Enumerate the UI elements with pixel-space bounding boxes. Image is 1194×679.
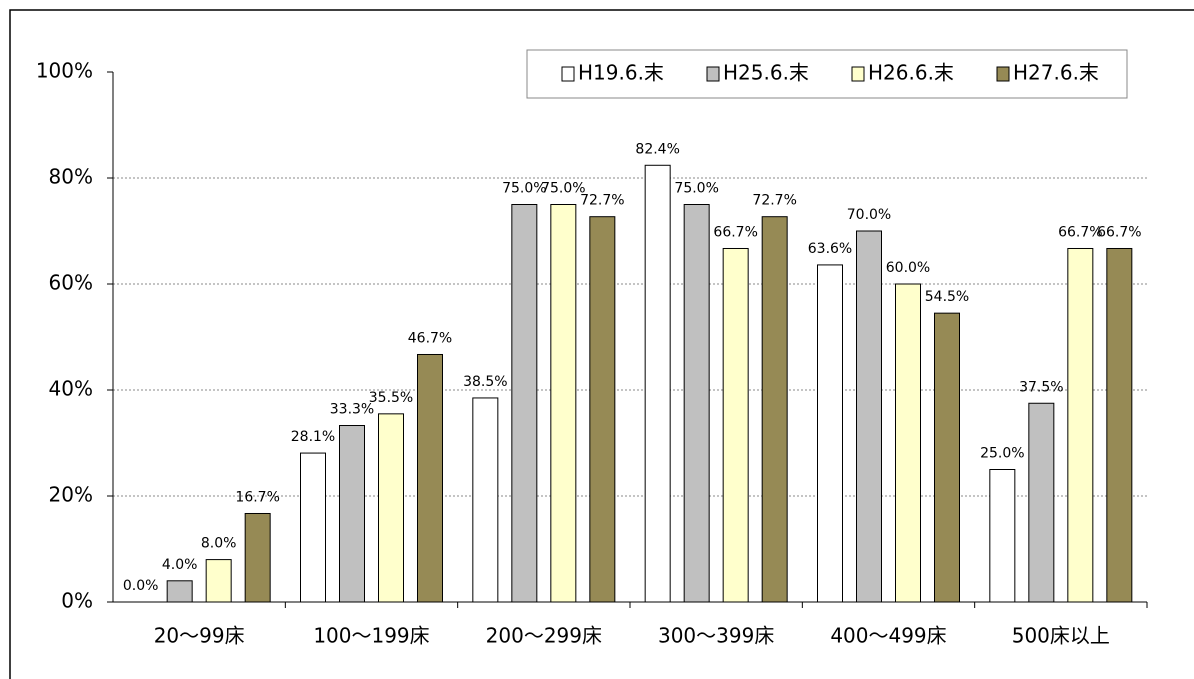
bar <box>644 164 671 603</box>
x-tick-label: 100〜199床 <box>313 624 429 648</box>
bar <box>683 204 710 603</box>
value-label: 54.5% <box>925 289 969 305</box>
value-label: 4.0% <box>162 557 198 573</box>
value-label: 16.7% <box>235 489 279 505</box>
bar <box>1028 402 1055 603</box>
value-label: 66.7% <box>713 224 757 240</box>
value-label: 46.7% <box>408 330 452 346</box>
value-label: 37.5% <box>1019 379 1063 395</box>
value-label: 66.7% <box>1097 224 1141 240</box>
x-tick-label: 200〜299床 <box>486 624 602 648</box>
legend-label: H27.6.末 <box>1013 61 1099 85</box>
legend-swatch <box>996 66 1010 82</box>
bar <box>856 230 882 603</box>
bar <box>550 204 577 603</box>
y-tick-label: 60% <box>49 271 93 295</box>
legend-swatch <box>851 66 865 82</box>
value-label: 70.0% <box>847 207 891 223</box>
value-label: 33.3% <box>330 402 374 418</box>
legend-box <box>526 49 1128 99</box>
bar <box>1106 247 1133 603</box>
bar <box>989 469 1016 603</box>
bar <box>339 425 365 603</box>
value-label: 66.7% <box>1058 224 1102 240</box>
x-tick-label: 500床以上 <box>1012 624 1110 648</box>
value-label: 38.5% <box>463 374 507 390</box>
value-label: 75.0% <box>674 181 718 197</box>
bar <box>300 452 326 603</box>
value-label: 72.7% <box>580 193 624 209</box>
y-tick-label: 40% <box>49 377 93 401</box>
value-label: 72.7% <box>752 193 796 209</box>
bar <box>417 353 443 603</box>
value-label: 75.0% <box>541 181 585 197</box>
legend-swatch <box>706 66 720 82</box>
bar <box>378 413 404 603</box>
value-label: 0.0% <box>123 578 159 594</box>
legend-label: H25.6.末 <box>723 61 809 85</box>
bar <box>511 204 538 603</box>
bar <box>166 580 193 603</box>
y-tick-label: 80% <box>49 165 93 189</box>
bar <box>244 512 271 603</box>
legend-label: H19.6.末 <box>578 61 664 85</box>
bar <box>472 397 499 603</box>
bar <box>722 247 749 603</box>
legend-swatch <box>561 66 575 82</box>
y-tick-label: 0% <box>61 589 93 613</box>
bar <box>817 264 843 603</box>
value-label: 8.0% <box>201 536 237 552</box>
bar <box>1067 247 1094 603</box>
bar <box>205 559 232 603</box>
bar <box>761 216 788 603</box>
legend-label: H26.6.末 <box>868 61 954 85</box>
bar <box>934 312 960 603</box>
value-label: 82.4% <box>635 141 679 157</box>
value-label: 60.0% <box>886 260 930 276</box>
value-label: 28.1% <box>291 429 335 445</box>
value-label: 35.5% <box>369 390 413 406</box>
bar <box>895 283 921 603</box>
y-tick-label: 20% <box>49 483 93 507</box>
x-tick-label: 20〜99床 <box>154 624 245 648</box>
x-tick-label: 300〜399床 <box>658 624 774 648</box>
x-tick-label: 400〜499床 <box>830 624 946 648</box>
value-label: 25.0% <box>980 446 1024 462</box>
y-tick-label: 100% <box>36 59 93 83</box>
value-label: 63.6% <box>808 241 852 257</box>
bar <box>589 216 616 603</box>
value-label: 75.0% <box>502 181 546 197</box>
